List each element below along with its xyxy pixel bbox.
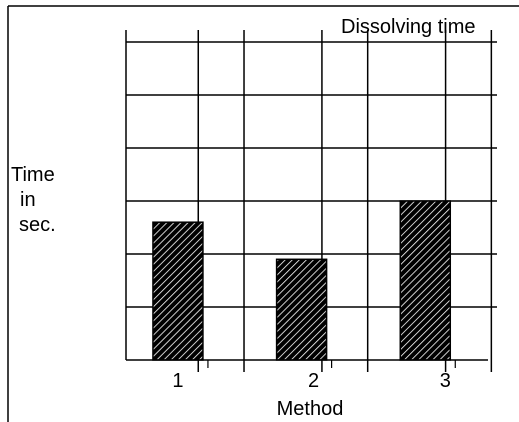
- bar-method-2: [275, 258, 328, 361]
- y-axis-label-line-1: Time: [11, 164, 55, 186]
- x-tick-label-3: 3: [440, 370, 451, 392]
- bar-method-1: [152, 221, 204, 361]
- bars: [152, 200, 452, 361]
- y-axis-label-line-3: sec.: [19, 214, 56, 236]
- chart-title: Dissolving time: [341, 16, 475, 38]
- bar-method-3: [399, 200, 452, 361]
- axes: [125, 30, 488, 361]
- x-tick-label-1: 1: [172, 370, 183, 392]
- x-tick-label-2: 2: [308, 370, 319, 392]
- x-tick-labels: 1 2 3: [172, 360, 456, 392]
- y-axis-label-line-2: in: [20, 189, 36, 211]
- x-axis-label: Method: [277, 398, 344, 420]
